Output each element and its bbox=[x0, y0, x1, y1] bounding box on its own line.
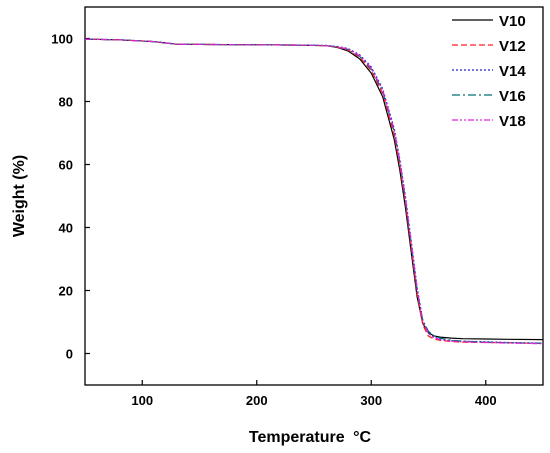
x-axis-label: Temperature bbox=[249, 429, 345, 446]
legend-label-v14: V14 bbox=[499, 63, 526, 80]
y-tick-label: 60 bbox=[59, 158, 73, 173]
legend: V10 V12 V14 V16 V18 bbox=[452, 13, 526, 130]
y-tick-label: 40 bbox=[59, 221, 73, 236]
legend-label-v16: V16 bbox=[499, 88, 526, 105]
legend-label-v18: V18 bbox=[499, 113, 526, 130]
x-tick-label: 100 bbox=[131, 393, 153, 408]
y-tick-label: 80 bbox=[59, 95, 73, 110]
x-axis-unit: °C bbox=[353, 429, 371, 446]
x-tick-label: 400 bbox=[475, 393, 497, 408]
y-tick-label: 20 bbox=[59, 284, 73, 299]
y-tick-label: 100 bbox=[51, 32, 73, 47]
x-axis-title: Temperature °C bbox=[249, 429, 372, 446]
x-tick-label: 200 bbox=[246, 393, 268, 408]
legend-label-v12: V12 bbox=[499, 38, 526, 55]
y-tick-label: 0 bbox=[66, 347, 73, 362]
plot-area bbox=[84, 6, 544, 386]
series-line-v18 bbox=[84, 38, 544, 345]
axis-ticks: 100 200 300 400 0 20 40 60 80 100 bbox=[51, 32, 496, 409]
y-axis-title: Weight (%) bbox=[11, 155, 28, 237]
series-lines bbox=[84, 38, 544, 345]
legend-label-v10: V10 bbox=[499, 13, 526, 30]
x-tick-label: 300 bbox=[360, 393, 382, 408]
